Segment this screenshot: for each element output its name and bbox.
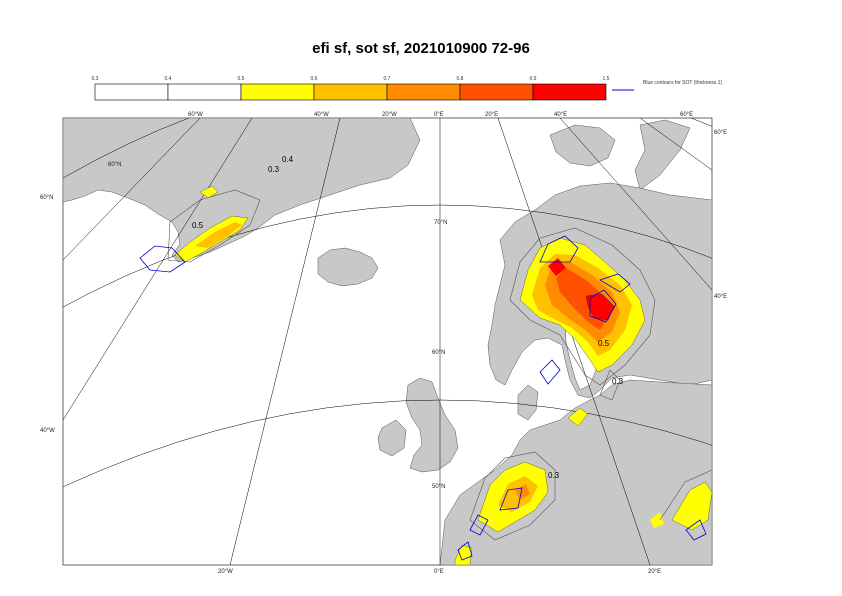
- contour-label: 0.4: [282, 155, 294, 164]
- lat-label: 70°N: [434, 220, 447, 226]
- colorbar-tick-label: 1.5: [603, 76, 610, 82]
- contour-label: 0.5: [598, 339, 610, 348]
- lon-label: 40°E: [714, 294, 727, 300]
- colorbar-tick-label: 0.6: [311, 76, 318, 82]
- contour-label: 0.3: [612, 377, 624, 386]
- colorbar-bin: [532, 83, 607, 101]
- colorbar-legend: 0.3 0.4 0.5 0.6 0.7 0.8 0.9 1.5 Blue contours f…: [92, 76, 722, 101]
- contour-label: 0.3: [548, 471, 560, 480]
- lon-label: 20°W: [382, 112, 397, 118]
- colorbar-bins: [94, 83, 607, 101]
- lon-label: 0°E: [434, 112, 444, 118]
- lat-label: 60°N: [108, 162, 121, 168]
- sot-note: Blue contours for SOT (thickness 1): [643, 80, 722, 86]
- colorbar-tick-label: 0.7: [384, 76, 391, 82]
- contour-label: 0.5: [192, 221, 204, 230]
- efi-greenland-orange: [195, 222, 242, 248]
- denmark-land: [517, 384, 539, 421]
- lat-label: 60°N: [432, 350, 445, 356]
- efi-baltic-yellow: [567, 407, 589, 427]
- lon-label: 60°W: [188, 112, 203, 118]
- contour-label: 0.3: [268, 165, 280, 174]
- iceland-land: [317, 247, 379, 287]
- colorbar-tick-label: 0.3: [92, 76, 99, 82]
- map-title: efi sf, sot sf, 2021010900 72-96: [312, 40, 530, 57]
- bottom-lon-labels: 20°W 0°E 20°E: [218, 569, 661, 575]
- colorbar-tick-label: 0.8: [457, 76, 464, 82]
- inner-lat-labels: 60°N 70°N 60°N 50°N: [108, 162, 447, 490]
- lon-label: 20°E: [648, 569, 661, 575]
- efi-scandinavia-red: [585, 293, 615, 321]
- lon-label: 40°E: [554, 112, 567, 118]
- colorbar-tick-label: 0.9: [530, 76, 537, 82]
- graticule: [63, 118, 712, 565]
- lon-label: 40°W: [40, 428, 55, 434]
- lon-label: 60°E: [714, 130, 727, 136]
- top-lon-labels: 60°W 40°W 20°W 0°E 20°E 40°E 60°E: [188, 112, 693, 118]
- efi-shading: [174, 185, 712, 565]
- lat-label: 50°N: [432, 484, 445, 490]
- novaya-zemlya-land: [634, 119, 691, 191]
- lon-label: 40°W: [314, 112, 329, 118]
- efi-greenland-north: [199, 185, 219, 199]
- greenland-land: [63, 118, 421, 263]
- sot-contours: [139, 235, 707, 561]
- britain-land: [405, 377, 459, 473]
- efi-scandinavia-red-2: [548, 258, 566, 276]
- lon-label: 20°W: [218, 569, 233, 575]
- colorbar-tick-label: 0.4: [165, 76, 172, 82]
- efi-east-2: [650, 512, 664, 528]
- efi-europe-orange: [515, 484, 530, 500]
- lon-label: 0°E: [434, 569, 444, 575]
- lon-label: 20°E: [485, 112, 498, 118]
- efi-contours: [167, 189, 712, 541]
- colorbar-ticks: 0.3 0.4 0.5 0.6 0.7 0.8 0.9 1.5: [92, 76, 610, 82]
- lat-label: 60°N: [40, 195, 53, 201]
- side-labels: 60°N 40°W 60°E 40°E: [40, 130, 727, 434]
- svalbard-land: [549, 124, 616, 167]
- lon-label: 60°E: [680, 112, 693, 118]
- colorbar-tick-label: 0.5: [238, 76, 245, 82]
- efi-east-yellow: [671, 481, 712, 531]
- ireland-land: [377, 419, 407, 457]
